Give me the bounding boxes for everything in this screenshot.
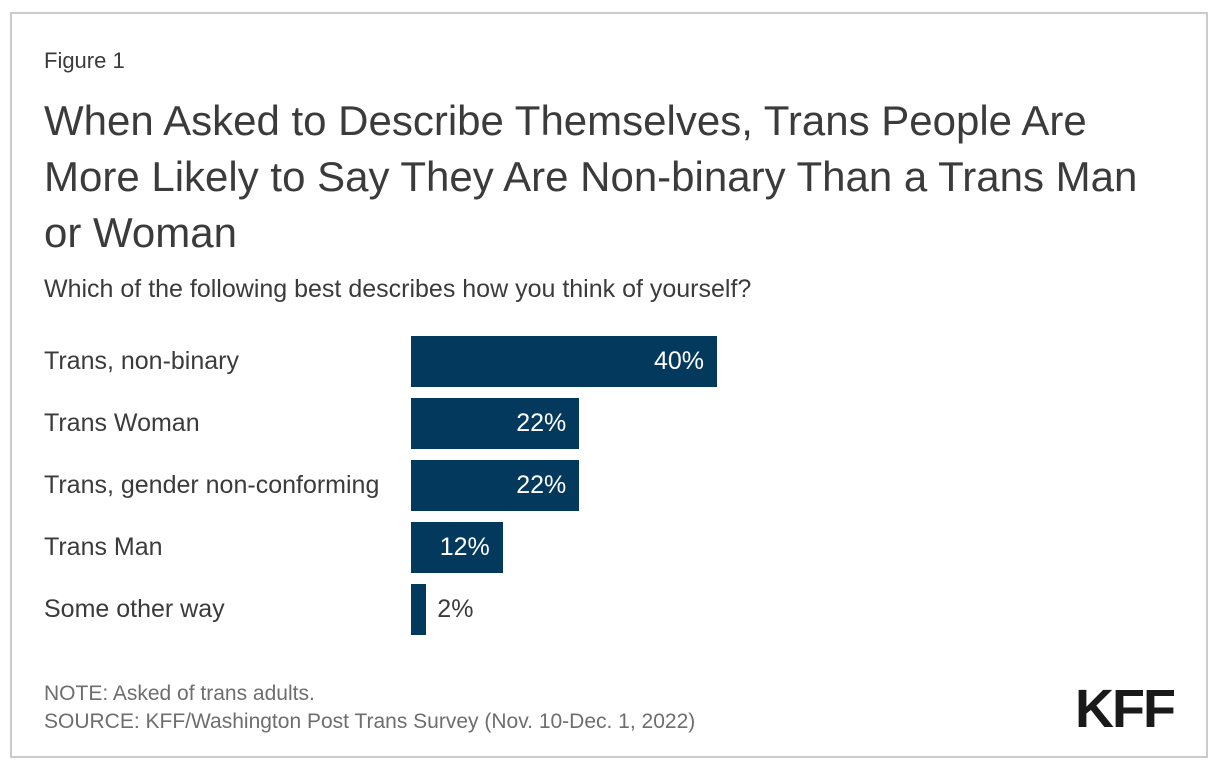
value-label: 12% bbox=[439, 533, 490, 561]
value-label: 40% bbox=[653, 347, 704, 375]
bar-track: 2% bbox=[411, 584, 1176, 635]
bar-track: 40% bbox=[411, 336, 1176, 387]
chart-question-subtitle: Which of the following best describes ho… bbox=[44, 275, 752, 303]
value-label: 2% bbox=[437, 595, 474, 623]
bar-chart: Trans, non-binary 40% Trans Woman 22% Tr… bbox=[44, 336, 1176, 635]
chart-row: Some other way 2% bbox=[44, 584, 1176, 635]
bar-track: 12% bbox=[411, 522, 1176, 573]
figure-number-label: Figure 1 bbox=[44, 48, 125, 73]
note-text: NOTE: Asked of trans adults. bbox=[44, 682, 315, 705]
bar: 22% bbox=[411, 398, 580, 449]
value-label: 22% bbox=[516, 409, 567, 437]
bar-track: 22% bbox=[411, 398, 1176, 449]
chart-row: Trans, gender non-conforming 22% bbox=[44, 460, 1176, 511]
figure-content: Figure 1 When Asked to Describe Themselv… bbox=[12, 14, 1206, 736]
chart-row: Trans Man 12% bbox=[44, 522, 1176, 573]
bar-track: 22% bbox=[411, 460, 1176, 511]
category-label: Trans, gender non-conforming bbox=[44, 471, 380, 499]
figure-footer: NOTE: Asked of trans adults. SOURCE: KFF… bbox=[44, 680, 1176, 736]
category-label: Trans Woman bbox=[44, 409, 200, 437]
bar: 12% bbox=[411, 522, 503, 573]
category-label: Trans Man bbox=[44, 533, 163, 561]
page-title: When Asked to Describe Themselves, Trans… bbox=[44, 97, 1138, 256]
chart-row: Trans, non-binary 40% bbox=[44, 336, 1176, 387]
source-text: SOURCE: KFF/Washington Post Trans Survey… bbox=[44, 710, 696, 733]
chart-row: Trans Woman 22% bbox=[44, 398, 1176, 449]
value-label: 22% bbox=[516, 471, 567, 499]
bar: 40% bbox=[411, 336, 717, 387]
bar bbox=[411, 584, 427, 635]
footnotes: NOTE: Asked of trans adults. SOURCE: KFF… bbox=[44, 680, 695, 736]
category-label: Trans, non-binary bbox=[44, 347, 239, 375]
category-label: Some other way bbox=[44, 595, 225, 623]
figure-frame: Figure 1 When Asked to Describe Themselv… bbox=[10, 12, 1208, 758]
kff-logo: KFF bbox=[1075, 679, 1176, 739]
bar: 22% bbox=[411, 460, 580, 511]
